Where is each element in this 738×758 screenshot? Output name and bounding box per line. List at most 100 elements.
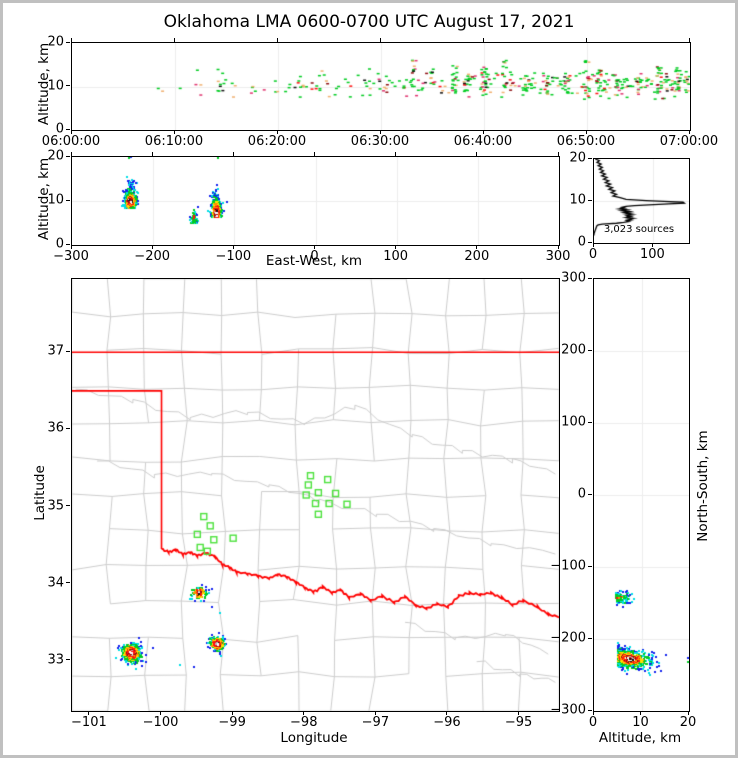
tick-mark xyxy=(651,243,653,247)
tick-mark xyxy=(592,243,594,247)
tick-label: 0 xyxy=(55,121,64,137)
tick-mark xyxy=(588,157,592,159)
tick-mark xyxy=(588,349,592,351)
tick-label: 0 xyxy=(310,249,319,264)
tick-mark xyxy=(66,243,70,245)
tick-label: −300 xyxy=(550,702,586,718)
tick-label: −300 xyxy=(53,249,89,264)
tick-mark xyxy=(588,565,592,567)
tick-label: 200 xyxy=(464,249,490,264)
tick-mark xyxy=(66,427,70,429)
tick-mark xyxy=(518,711,520,715)
tick-mark xyxy=(557,152,559,156)
tick-mark xyxy=(588,241,592,243)
alt-histogram-canvas xyxy=(594,159,689,243)
tick-mark xyxy=(151,245,153,249)
tick-mark xyxy=(314,152,315,156)
tick-label: 10 xyxy=(632,715,649,730)
tick-label: 20 xyxy=(569,150,586,166)
tick-mark xyxy=(66,582,70,584)
tick-mark xyxy=(588,421,592,423)
tick-label: −101 xyxy=(71,715,107,730)
tick-label: 300 xyxy=(561,270,586,286)
tick-label: 06:40:00 xyxy=(453,134,513,149)
tick-label: 36 xyxy=(47,420,64,436)
tick-mark xyxy=(446,711,448,715)
tick-label: 20 xyxy=(47,148,64,164)
tick-mark xyxy=(482,38,484,42)
tick-mark xyxy=(588,199,592,201)
tick-label: 33 xyxy=(47,652,64,668)
tick-label: 07:00:00 xyxy=(659,134,719,149)
tick-label: 100 xyxy=(639,247,665,262)
tick-mark xyxy=(70,130,72,134)
tick-label: 37 xyxy=(47,343,64,359)
tick-mark xyxy=(66,85,70,86)
tick-mark xyxy=(88,711,90,715)
tick-label: 10 xyxy=(569,192,586,208)
tick-mark xyxy=(70,38,72,42)
tick-label: 0 xyxy=(577,234,586,250)
map-ylabel: Latitude xyxy=(32,465,48,521)
tick-label: 20 xyxy=(47,34,64,50)
panel-plan-map xyxy=(71,278,560,712)
tick-label: 35 xyxy=(47,498,64,514)
tick-mark xyxy=(276,38,278,42)
tick-label: 06:30:00 xyxy=(350,134,410,149)
tick-label: −100 xyxy=(550,558,586,574)
tick-mark xyxy=(231,711,233,715)
tick-mark xyxy=(374,711,376,715)
tick-mark xyxy=(314,245,315,249)
tick-mark xyxy=(232,152,234,156)
tick-mark xyxy=(395,152,397,156)
tick-label: −100 xyxy=(215,249,252,264)
tick-mark xyxy=(476,152,478,156)
source-count-annotation: 3,023 sources xyxy=(603,224,675,235)
tick-mark xyxy=(395,245,397,249)
tick-label: 300 xyxy=(545,249,571,264)
tick-mark xyxy=(160,711,162,715)
map-xlabel: Longitude xyxy=(280,730,348,746)
tick-label: 06:50:00 xyxy=(556,134,616,149)
tick-label: 200 xyxy=(561,342,586,358)
tick-mark xyxy=(151,152,153,156)
tick-label: 0 xyxy=(588,715,598,730)
tick-label: 10 xyxy=(47,78,64,93)
tick-label: 10 xyxy=(47,192,64,208)
tick-label: −96 xyxy=(433,715,461,730)
tick-mark xyxy=(482,130,484,134)
tick-mark xyxy=(640,711,641,715)
tick-mark xyxy=(379,38,381,42)
panel-time-height xyxy=(71,42,691,131)
ew-height-xlabel: East-West, km xyxy=(265,253,363,269)
tick-label: 06:00:00 xyxy=(41,134,101,149)
tick-label: 100 xyxy=(561,414,586,430)
plan-map-canvas xyxy=(72,279,559,711)
tick-mark xyxy=(276,130,278,134)
tick-label: −200 xyxy=(134,249,171,264)
tick-mark xyxy=(66,41,70,43)
tick-mark xyxy=(66,128,70,130)
tick-label: −200 xyxy=(550,630,586,646)
tick-mark xyxy=(66,199,70,201)
tick-mark xyxy=(688,130,690,134)
tick-label: −99 xyxy=(218,715,246,730)
tick-mark xyxy=(70,152,72,156)
tick-mark xyxy=(173,38,175,42)
tick-label: −97 xyxy=(361,715,390,730)
ns-height-canvas xyxy=(594,279,689,711)
tick-mark xyxy=(688,38,690,42)
tick-mark xyxy=(588,709,592,711)
tick-mark xyxy=(66,350,70,352)
tick-mark xyxy=(66,505,70,507)
tick-mark xyxy=(588,493,592,495)
tick-mark xyxy=(585,130,587,134)
tick-mark xyxy=(66,155,70,157)
tick-mark xyxy=(687,711,689,715)
tick-label: −100 xyxy=(142,715,179,730)
tick-label: 06:20:00 xyxy=(247,134,307,149)
tick-label: 34 xyxy=(47,575,64,591)
tick-label: 0 xyxy=(577,486,586,502)
tick-label: 0 xyxy=(588,247,598,262)
